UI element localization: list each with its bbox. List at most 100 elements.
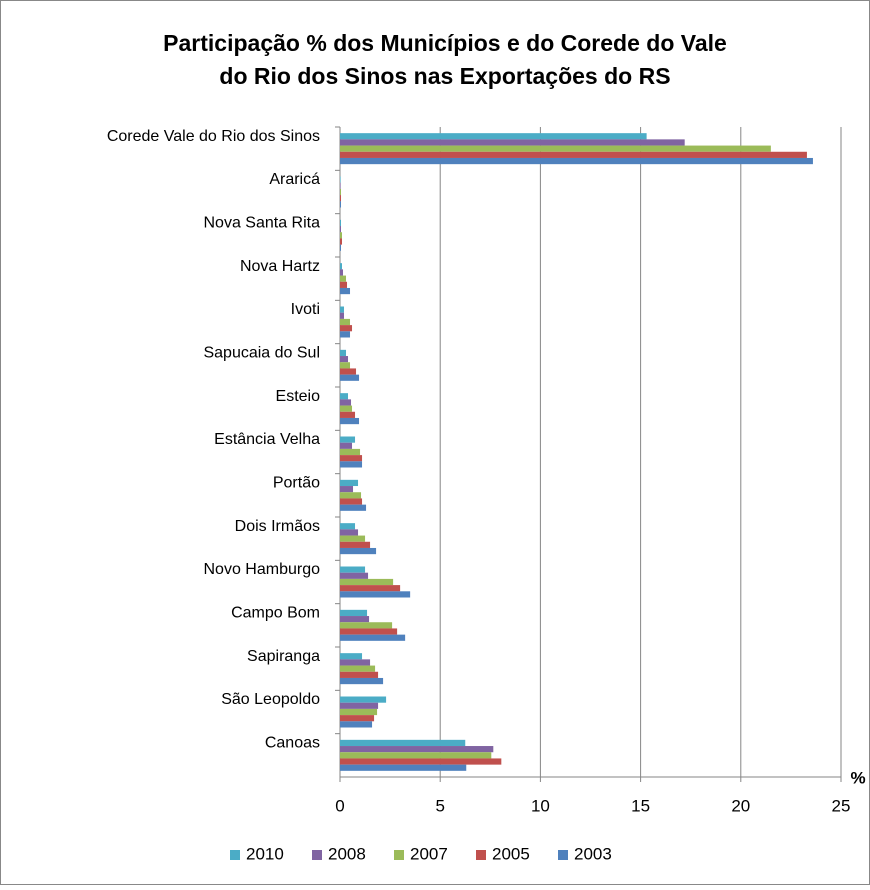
bar: [340, 455, 363, 462]
bar: [340, 281, 348, 288]
legend-label: 2010: [246, 844, 284, 863]
bar: [340, 696, 387, 703]
bar: [340, 461, 363, 468]
x-tick-label: 0: [335, 796, 344, 815]
bar: [340, 634, 406, 641]
legend-swatch: [230, 850, 240, 860]
bar: [340, 609, 368, 617]
bar: [340, 306, 345, 313]
bar: [340, 312, 345, 319]
bar: [340, 622, 393, 629]
chart-title: do Rio dos Sinos nas Exportações do RS: [219, 63, 670, 89]
x-tick-label: 25: [832, 796, 851, 815]
y-tick-label: Dois Irmãos: [235, 518, 320, 535]
bar: [340, 616, 370, 623]
bar: [340, 739, 466, 747]
bar: [340, 244, 342, 251]
bar: [340, 486, 354, 493]
bar: [340, 362, 351, 369]
bar: [340, 226, 342, 233]
bar: [340, 721, 373, 728]
x-axis-label: %: [850, 768, 865, 787]
bar: [340, 535, 366, 542]
bar: [340, 665, 376, 672]
y-tick-label: Nova Hartz: [240, 258, 320, 275]
bar: [340, 504, 367, 511]
bar: [340, 442, 353, 449]
x-tick-label: 15: [631, 796, 650, 815]
bar: [340, 263, 343, 270]
legend-label: 2008: [328, 844, 366, 863]
bar: [340, 417, 360, 425]
bar: [340, 653, 363, 660]
y-tick-label: Sapucaia do Sul: [203, 345, 320, 362]
bar: [340, 232, 343, 239]
bar: [340, 368, 357, 375]
bar: [340, 325, 353, 332]
bar: [340, 393, 349, 400]
bar: [340, 677, 384, 685]
bar: [340, 671, 379, 678]
bar: [340, 411, 356, 418]
y-tick-label: Canoas: [265, 735, 320, 752]
y-tick-label: Esteio: [276, 388, 321, 405]
bar: [340, 585, 401, 592]
y-tick-label: Novo Hamburgo: [204, 561, 321, 578]
x-tick-label: 5: [435, 796, 444, 815]
bar: [340, 238, 343, 245]
bar: [340, 139, 685, 146]
legend-swatch: [312, 850, 322, 860]
bar: [340, 715, 375, 722]
bar: [340, 746, 494, 753]
bar: [340, 219, 342, 227]
y-tick-label: Estância Velha: [214, 431, 320, 448]
bar: [340, 133, 647, 140]
y-tick-label: Nova Santa Rita: [203, 215, 320, 232]
bar: [340, 176, 341, 183]
bar: [340, 399, 352, 406]
bar: [340, 529, 359, 536]
bar: [340, 448, 361, 456]
bar: [340, 318, 351, 326]
bar: [340, 331, 351, 338]
bar: [340, 764, 467, 771]
bar: [340, 492, 362, 499]
bar: [340, 547, 377, 555]
bar: [340, 349, 347, 357]
bar: [340, 752, 492, 759]
legend-swatch: [476, 850, 486, 860]
bar: [340, 287, 351, 295]
bar: [340, 275, 347, 282]
bar: [340, 479, 359, 487]
bar: [340, 195, 342, 202]
bar: [340, 659, 371, 666]
bar: [340, 157, 813, 165]
bar: [340, 578, 394, 586]
y-tick-label: Corede Vale do Rio dos Sinos: [107, 128, 320, 145]
legend-swatch: [558, 850, 568, 860]
y-tick-label: Campo Bom: [231, 605, 320, 622]
bar: [340, 566, 366, 573]
bar: [340, 498, 363, 505]
bar: [340, 628, 398, 635]
legend-label: 2007: [410, 844, 448, 863]
bar: [340, 436, 356, 443]
bar: [340, 201, 342, 208]
bar: [340, 572, 369, 579]
bar: [340, 374, 360, 381]
bar: [340, 758, 502, 765]
bar: [340, 188, 342, 196]
bar: [340, 269, 344, 276]
y-tick-label: São Leopoldo: [221, 691, 320, 708]
legend-swatch: [394, 850, 404, 860]
y-tick-label: Araricá: [269, 171, 320, 188]
bar: [340, 182, 341, 189]
bar: [340, 356, 349, 363]
bar: [340, 151, 807, 158]
bar: [340, 405, 353, 412]
y-tick-label: Portão: [273, 475, 320, 492]
bar: [340, 541, 371, 548]
legend-label: 2005: [492, 844, 530, 863]
bar: [340, 145, 771, 152]
y-tick-label: Ivoti: [291, 301, 320, 318]
